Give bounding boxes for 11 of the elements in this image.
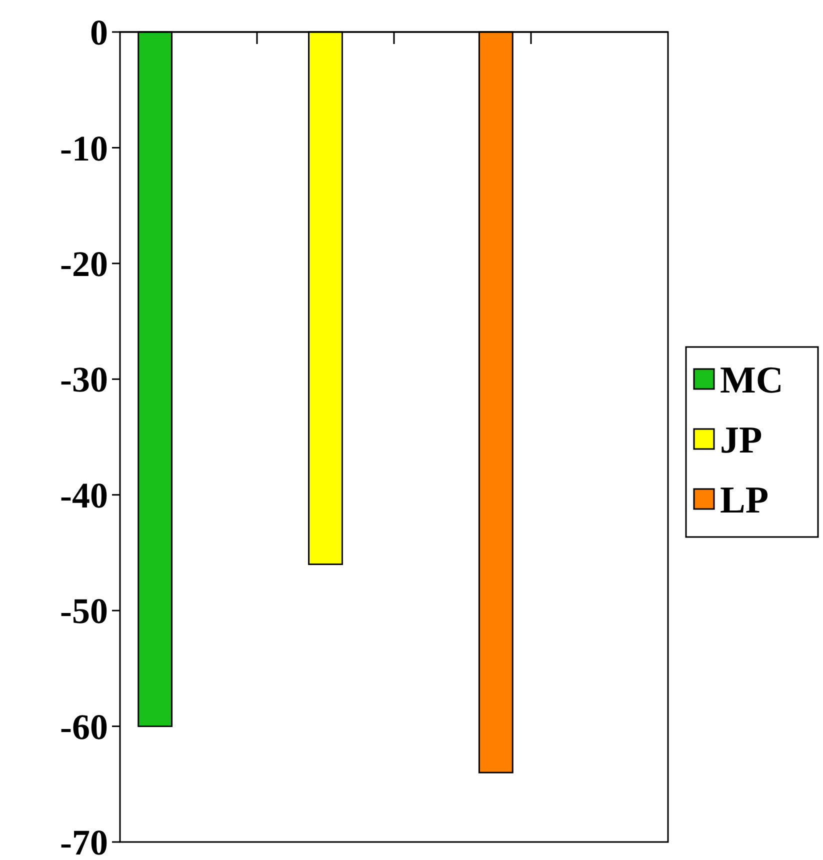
y-tick-label: -20 — [60, 244, 108, 284]
y-tick-label: -40 — [60, 475, 108, 516]
y-tick-label: -30 — [60, 360, 108, 400]
legend-label: JP — [720, 419, 762, 462]
y-tick-label: -50 — [60, 591, 108, 632]
legend-label: MC — [720, 359, 784, 402]
y-tick-label: -70 — [60, 822, 108, 860]
y-tick-label: -10 — [60, 128, 108, 168]
y-tick-label: -60 — [60, 706, 108, 747]
y-tick-label: 0 — [90, 12, 108, 53]
legend-label: LP — [720, 479, 769, 522]
